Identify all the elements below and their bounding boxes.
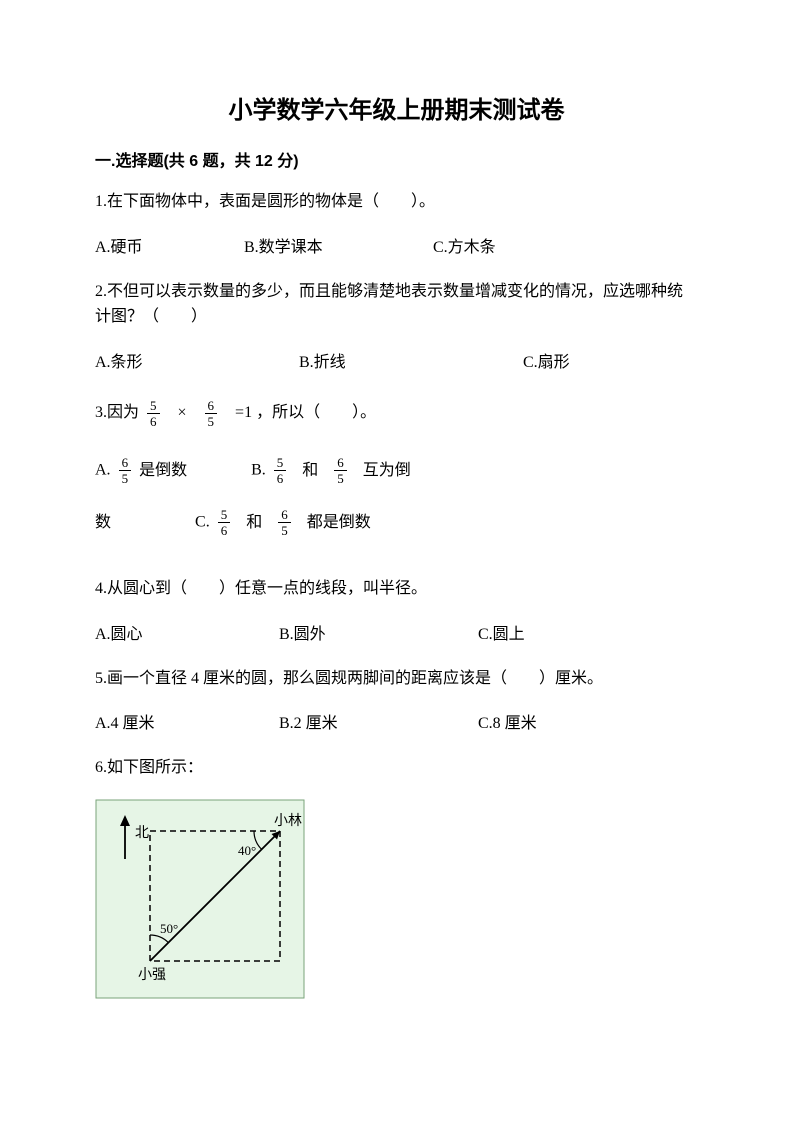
q3-opt-a-frac: 6 5	[119, 456, 132, 485]
q3-opt-c-frac1: 5 6	[218, 508, 231, 537]
q1-options: A.硬币 B.数学课本 C.方木条	[95, 233, 698, 257]
q3-options: A. 6 5 是倒数 B. 5 6 和 6 5 互为倒 数 C. 5 6 和 6…	[95, 444, 698, 548]
q3-opt-a-lead: A.	[95, 462, 111, 479]
q5-opt-c: C.8 厘米	[478, 709, 537, 733]
q3-opt-c-frac2: 6 5	[278, 508, 291, 537]
q3-opt-a-num: 6	[119, 456, 132, 470]
q3-opt-c-f1-num: 5	[218, 508, 231, 522]
q3-opt-a-tail: 是倒数	[139, 462, 187, 479]
q3-opt-b-f1-num: 5	[274, 456, 287, 470]
q4-text: 4.从圆心到（ ）任意一点的线段，叫半径。	[95, 576, 698, 602]
q3-frac2: 6 5	[205, 399, 218, 428]
q2-text: 2.不但可以表示数量的多少，而且能够清楚地表示数量增减变化的情况，应选哪种统计图…	[95, 279, 698, 330]
q3-opt-b-lead: B.	[251, 462, 266, 479]
q3-opt-c-f1-den: 6	[218, 522, 231, 537]
q3-frac2-num: 6	[205, 399, 218, 413]
q3-opt-c-f2-num: 6	[278, 508, 291, 522]
q3-opt-b-frac2: 6 5	[334, 456, 347, 485]
q3-opt-c-f2-den: 5	[278, 522, 291, 537]
q3-opt-b-tail: 互为倒	[363, 462, 411, 479]
direction-diagram: 北 50° 40° 小林小强	[95, 799, 305, 999]
q3-frac1-den: 6	[147, 413, 160, 428]
q5-opt-b: B.2 厘米	[279, 709, 474, 733]
q2-opt-a: A.条形	[95, 348, 295, 372]
q3-times: ×	[178, 404, 187, 421]
q4-opt-a: A.圆心	[95, 620, 275, 644]
svg-text:北: 北	[135, 825, 149, 841]
q3-lead: 3.因为	[95, 404, 139, 421]
svg-text:40°: 40°	[238, 843, 256, 858]
q3-opt-b-f2-num: 6	[334, 456, 347, 470]
q3-opt-b-mid: 和	[302, 462, 318, 479]
q3-opt-c-lead: C.	[195, 514, 210, 531]
q1-opt-a: A.硬币	[95, 233, 240, 257]
section-header: 一.选择题(共 6 题，共 12 分)	[95, 147, 698, 171]
q5-options: A.4 厘米 B.2 厘米 C.8 厘米	[95, 709, 698, 733]
q2-opt-b: B.折线	[299, 348, 519, 372]
q3-opt-a-den: 5	[119, 470, 132, 485]
q5-opt-a: A.4 厘米	[95, 709, 275, 733]
q3-opt-b-frac1: 5 6	[274, 456, 287, 485]
q3-opt-b-f1-den: 6	[274, 470, 287, 485]
q2-options: A.条形 B.折线 C.扇形	[95, 348, 698, 372]
q3-tail: =1 ，所以（ ）。	[235, 404, 376, 421]
q1-text: 1.在下面物体中，表面是圆形的物体是（ ）。	[95, 189, 698, 215]
svg-text:小林: 小林	[274, 813, 302, 829]
q3-frac1: 5 6	[147, 399, 160, 428]
q4-opt-b: B.圆外	[279, 620, 474, 644]
q1-opt-b: B.数学课本	[244, 233, 429, 257]
q3-opt-b-f2-den: 5	[334, 470, 347, 485]
page-title: 小学数学六年级上册期末测试卷	[95, 90, 698, 125]
q1-opt-c: C.方木条	[433, 233, 496, 257]
q3-stem: 3.因为 5 6 × 6 5 =1 ，所以（ ）。	[95, 394, 698, 433]
q6-text: 6.如下图所示：	[95, 755, 698, 781]
q3-cont: 数	[95, 514, 111, 531]
q3-frac2-den: 5	[205, 413, 218, 428]
svg-text:小强: 小强	[138, 967, 166, 983]
q3-frac1-num: 5	[147, 399, 160, 413]
q4-opt-c: C.圆上	[478, 620, 525, 644]
q3-opt-c-tail: 都是倒数	[307, 514, 371, 531]
q3-opt-c-mid: 和	[246, 514, 262, 531]
q4-options: A.圆心 B.圆外 C.圆上	[95, 620, 698, 644]
q5-text: 5.画一个直径 4 厘米的圆，那么圆规两脚间的距离应该是（ ）厘米。	[95, 666, 698, 692]
q6-diagram: 北 50° 40° 小林小强	[95, 799, 698, 999]
svg-text:50°: 50°	[160, 921, 178, 936]
q2-opt-c: C.扇形	[523, 348, 570, 372]
